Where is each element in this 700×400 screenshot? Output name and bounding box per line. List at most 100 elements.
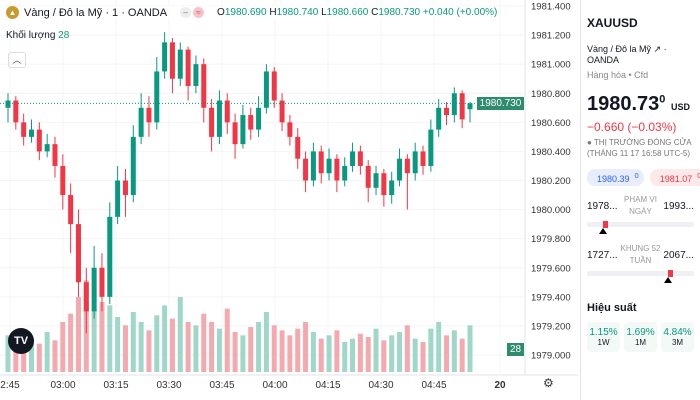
volume-bar: [75, 297, 81, 372]
volume-bar: [303, 322, 309, 372]
symbol-name[interactable]: Vàng / Đô la Mỹ ↗ · OANDA: [587, 44, 667, 65]
gold-bars-icon: ▲: [6, 6, 19, 19]
volume-bar: [138, 322, 144, 372]
collapse-legend-button[interactable]: ︿: [8, 52, 26, 68]
volume-bar: [357, 333, 363, 372]
candle-body: [115, 180, 121, 217]
52-week-range-bar: [587, 270, 694, 283]
performance-card[interactable]: 4.84% 3M: [661, 322, 694, 352]
volume-bar: [334, 330, 340, 372]
candle-body: [256, 107, 262, 130]
volume-bar: [122, 325, 128, 372]
wave-icon[interactable]: ≈: [193, 7, 205, 18]
bid-price: 1980.39 0: [587, 169, 644, 186]
candle-body: [130, 136, 136, 196]
tradingview-logo[interactable]: TV: [8, 328, 34, 354]
volume-bar: [263, 312, 269, 372]
candle-body: [350, 151, 356, 166]
y-tick-label: 1981.000: [531, 60, 571, 71]
marker-triangle-icon: [599, 228, 608, 234]
y-tick-label: 1979.600: [531, 263, 571, 274]
symbol-details-panel: XAUUSD Vàng / Đô la Mỹ ↗ · OANDA Hàng hó…: [580, 0, 700, 400]
volume-bar: [232, 332, 238, 372]
candle-body: [83, 282, 89, 312]
chart-legend: ▲ Vàng / Đô la Mỹ · 1 · OANDA – ≈ O1980.6…: [6, 6, 498, 19]
volume-bar: [295, 328, 301, 372]
volume-bar: [162, 305, 168, 372]
candle-body: [318, 151, 324, 174]
volume-bar: [318, 338, 324, 372]
price-chart[interactable]: 1981.400 1981.200 1981.000 1980.800 1980.600…: [0, 0, 578, 400]
x-tick-label: 2:45: [0, 380, 20, 391]
volume-bar: [271, 325, 277, 372]
volume-bar: [420, 342, 426, 372]
volume-bar: [256, 322, 262, 372]
volume-bar: [28, 338, 34, 372]
last-price: 1980.730 USD: [587, 93, 690, 115]
candle-body: [68, 195, 74, 225]
volume-bar: [209, 322, 215, 372]
external-link-icon[interactable]: ↗: [653, 44, 662, 54]
ohlc-values: O1980.690 H1980.740 L1980.660 C1980.730 …: [217, 7, 498, 18]
legend-toggle[interactable]: – ≈: [180, 7, 205, 18]
volume-bar: [193, 325, 199, 372]
candle-body: [404, 158, 410, 174]
candle-body: [342, 165, 348, 181]
current-volume-tag: 28: [507, 343, 524, 356]
candle-body: [5, 100, 11, 108]
candle-body: [91, 267, 97, 312]
y-tick-label: 1980.400: [531, 147, 571, 158]
candle-body: [263, 71, 269, 108]
bid-ask: 1980.39 0 1981.07 0: [587, 169, 700, 186]
candle-body: [357, 151, 363, 166]
volume-bar: [130, 312, 136, 372]
current-price-tag: 1980.730: [477, 97, 524, 111]
chart-canvas[interactable]: 1981.400 1981.200 1981.000 1980.800 1980.600…: [0, 0, 578, 400]
y-tick-label: 1980.600: [531, 118, 571, 129]
volume-legend[interactable]: Khối lượng 28: [6, 30, 70, 41]
volume-bar: [451, 330, 457, 372]
volume-bar: [146, 330, 152, 372]
volume-bar: [36, 343, 42, 372]
volume-bar: [397, 332, 403, 372]
volume-bar: [115, 317, 121, 372]
x-tick-label: 04:15: [315, 380, 340, 391]
y-tick-label: 1981.200: [531, 31, 571, 42]
volume-bar: [428, 328, 434, 372]
marker-triangle-icon: [664, 277, 673, 283]
volume-bar: [177, 297, 183, 372]
candle-body: [279, 100, 285, 123]
candle-body: [224, 100, 230, 123]
candle-body: [381, 173, 387, 196]
candle-body: [177, 49, 183, 79]
settings-icon[interactable]: ⚙: [543, 376, 554, 390]
performance-cards: 1.15% 1W 1.69% 1M 4.84% 3M: [587, 322, 694, 352]
minus-icon[interactable]: –: [180, 7, 192, 18]
volume-bar: [91, 308, 97, 372]
candle-body: [232, 122, 238, 145]
candle-body: [99, 267, 105, 297]
performance-card[interactable]: 1.15% 1W: [587, 322, 620, 352]
volume-bar: [350, 338, 356, 372]
y-tick-label: 1979.000: [531, 351, 571, 362]
x-tick-label: 04:45: [421, 380, 446, 391]
candle-body: [169, 42, 175, 79]
day-range-bar: [587, 221, 694, 234]
candle-body: [467, 103, 473, 110]
candle-body: [428, 129, 434, 166]
y-tick-label: 1979.800: [531, 234, 571, 245]
candle-body: [271, 71, 277, 101]
candle-body: [154, 71, 160, 123]
candle-body: [201, 64, 207, 108]
candle-body: [389, 180, 395, 196]
volume-bar: [60, 322, 66, 372]
performance-card[interactable]: 1.69% 1M: [624, 322, 657, 352]
y-tick-label: 1979.200: [531, 321, 571, 332]
candle-body: [209, 107, 215, 137]
candle-body: [193, 64, 199, 86]
volume-bar: [365, 337, 371, 372]
candle-body: [75, 224, 81, 283]
volume-bar: [107, 305, 113, 372]
symbol-title[interactable]: Vàng / Đô la Mỹ · 1 · OANDA: [24, 6, 168, 19]
volume-bar: [436, 322, 442, 372]
